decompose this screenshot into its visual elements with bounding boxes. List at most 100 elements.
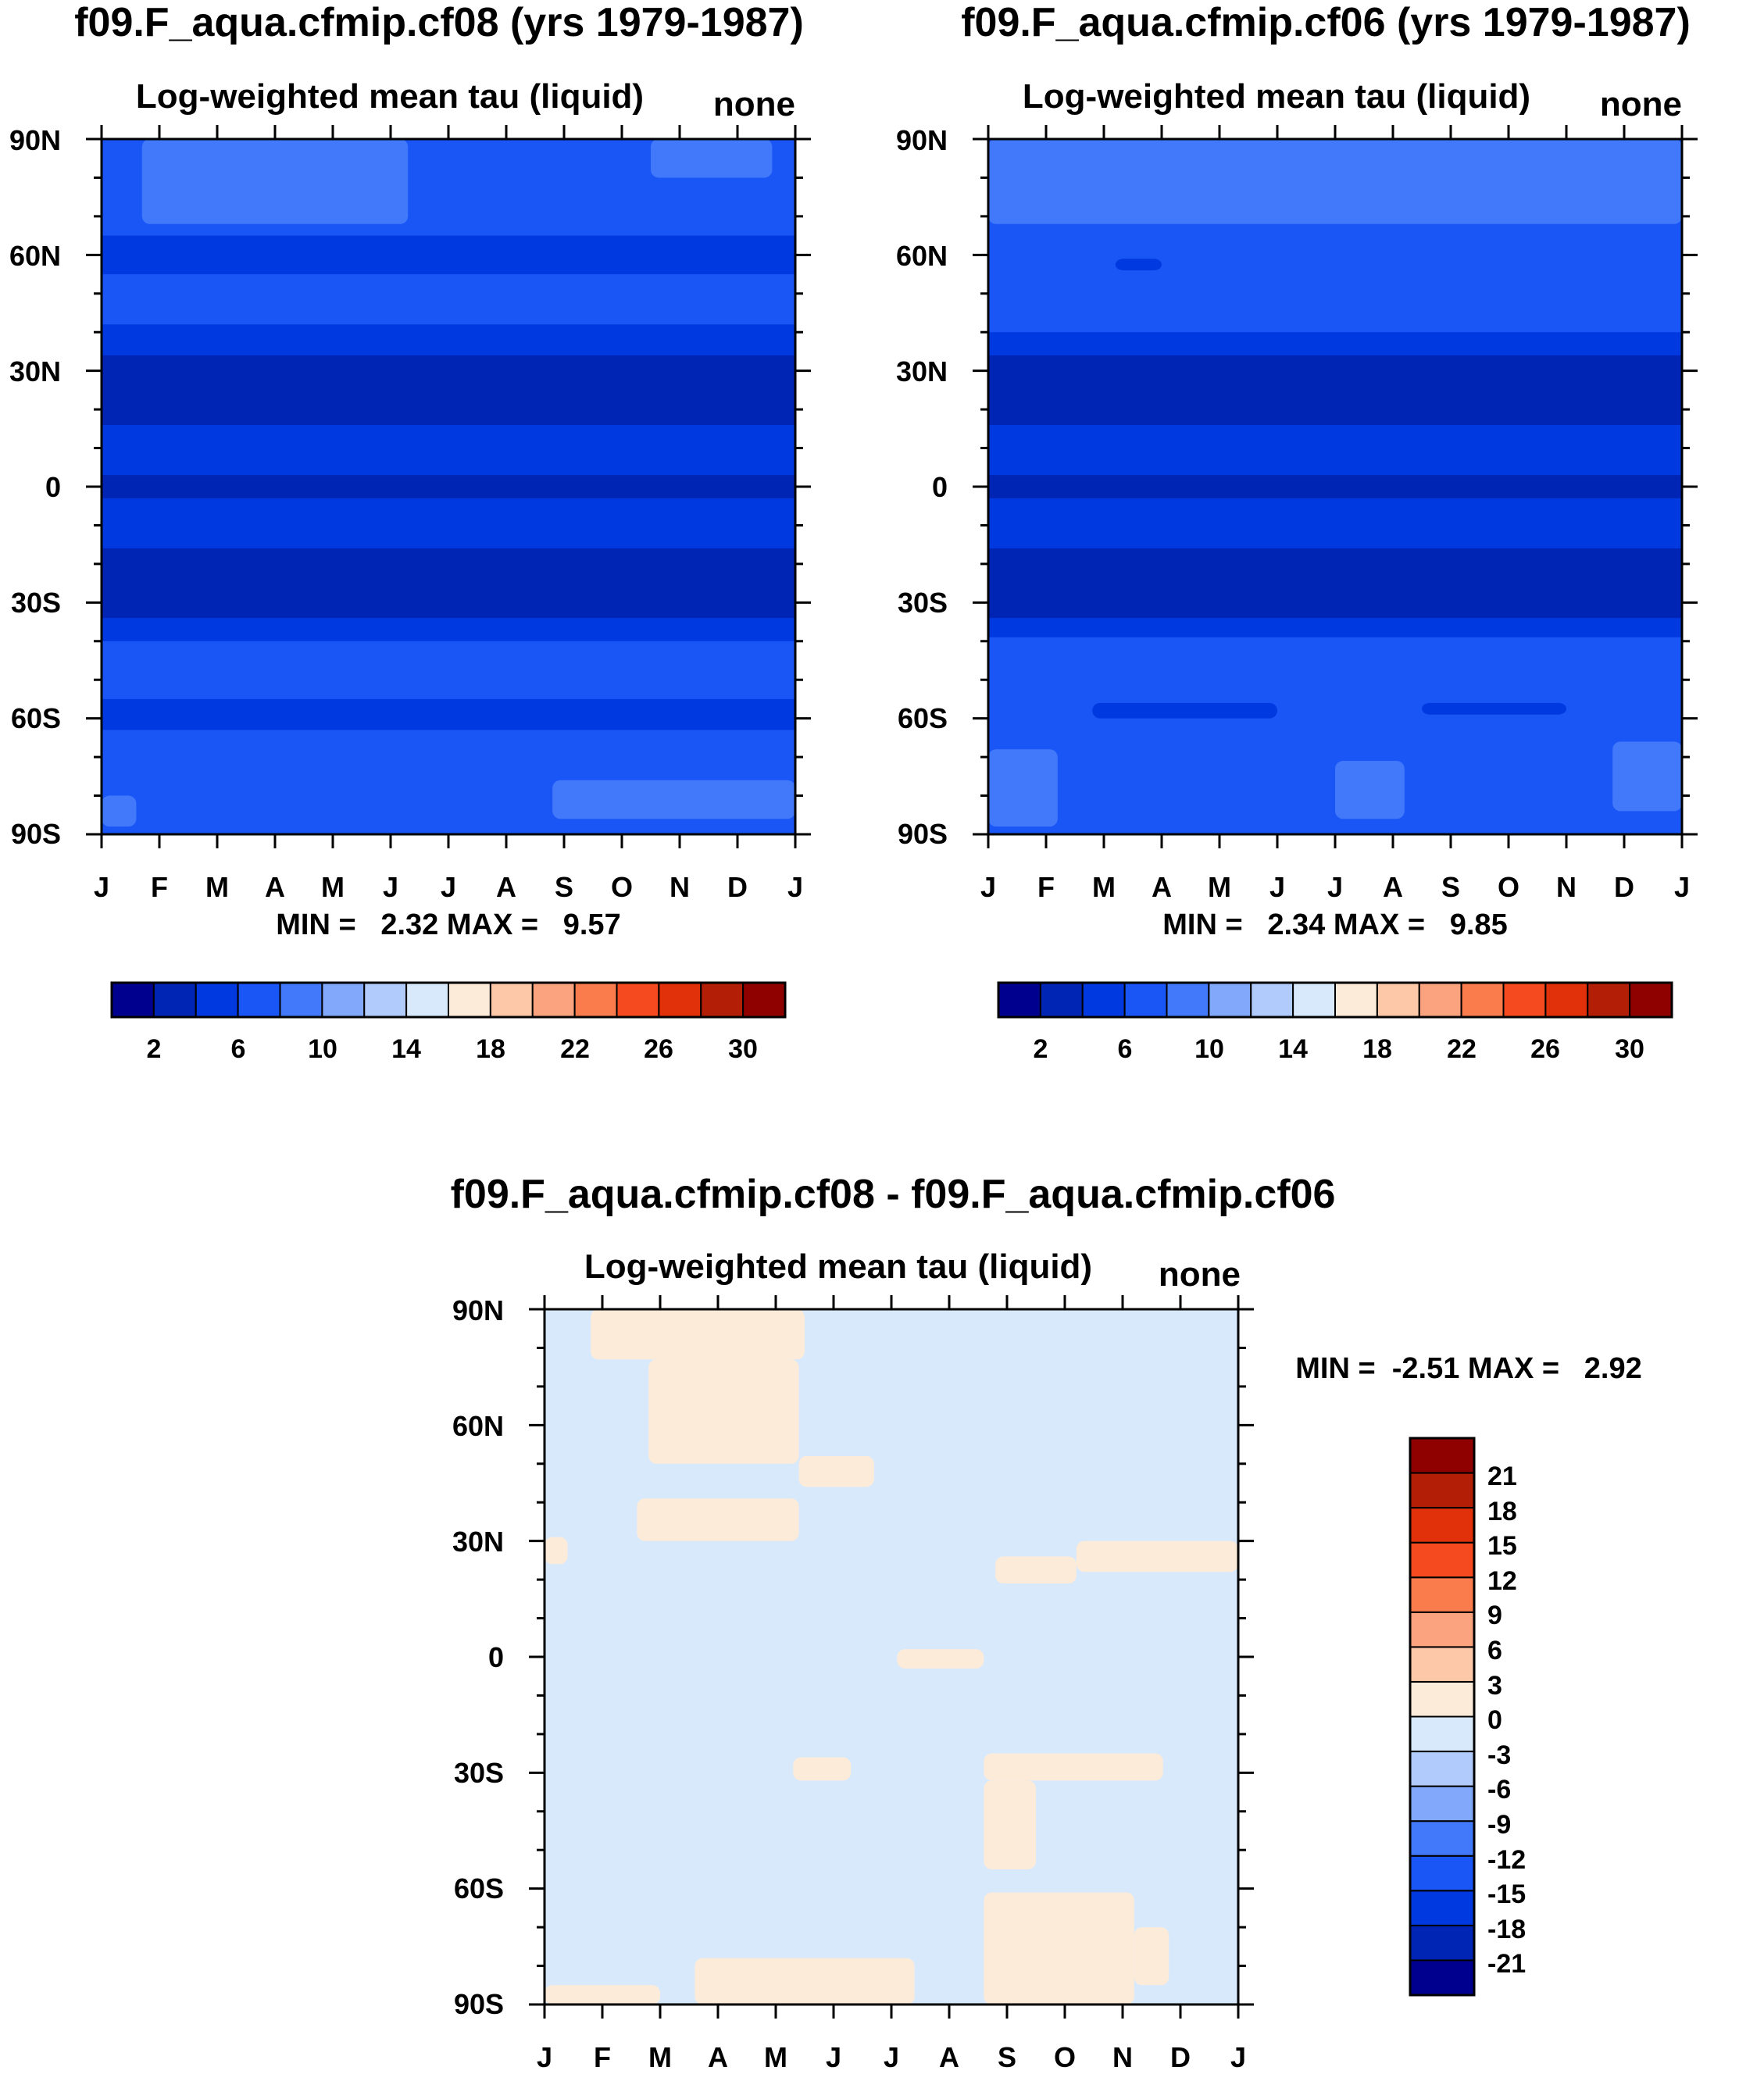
contour-field: [102, 139, 795, 835]
contour-patch: [552, 780, 795, 819]
colorbar-swatch: [1418, 982, 1462, 1018]
y-tick-label: 60N: [452, 1410, 504, 1442]
colorbar-swatch: [1039, 982, 1084, 1018]
x-tick-label: S: [555, 871, 573, 903]
y-tick-labels: 90N 60N 30N 0 30S 60S 90S: [9, 124, 61, 850]
colorbar-label: -6: [1487, 1775, 1511, 1804]
colorbar-swatch: [1460, 982, 1505, 1018]
colorbar-swatch: [1334, 982, 1378, 1018]
contour-band: [102, 548, 795, 619]
colorbar-swatch: [742, 982, 786, 1018]
panel-subtitle: Log-weighted mean tau (liquid): [1023, 77, 1530, 116]
colorbar-label: 18: [1487, 1497, 1517, 1526]
x-tick-label: A: [939, 2041, 959, 2073]
contour-band: [988, 424, 1682, 476]
axis-ticks: [973, 125, 1698, 848]
panel-cf06: f09.F_aqua.cfmip.cf06 (yrs 1979-1987) Lo…: [896, 0, 1698, 1064]
x-tick-label: J: [441, 871, 456, 903]
colorbar-swatch: [1409, 1924, 1475, 1962]
colorbar-label: 26: [644, 1034, 673, 1064]
x-tick-label: D: [1170, 2041, 1191, 2073]
y-tick-label: 0: [45, 471, 61, 503]
colorbar-label: 22: [560, 1034, 590, 1064]
colorbar-swatch: [1409, 1437, 1475, 1474]
x-tick-label: N: [1556, 871, 1577, 903]
colorbar-swatch: [195, 982, 239, 1018]
colorbar-swatch: [1409, 1472, 1475, 1509]
contour-band: [102, 355, 795, 426]
colorbar-swatch: [1409, 1890, 1475, 1926]
min-max-readout: MIN = 2.34 MAX = 9.85: [1162, 908, 1507, 941]
colorbar-label: 6: [1487, 1636, 1502, 1665]
units-label: none: [713, 85, 795, 123]
colorbar-label: 3: [1487, 1671, 1502, 1701]
colorbar-swatch: [279, 982, 323, 1018]
colorbar-swatch: [111, 982, 155, 1018]
colorbar-swatch: [1409, 1576, 1475, 1613]
colorbar-swatch: [237, 982, 281, 1018]
panel-difference: f09.F_aqua.cfmip.cf08 - f09.F_aqua.cfmip…: [451, 1172, 1642, 2073]
colorbar-swatch: [1081, 982, 1126, 1018]
colorbar-label: -9: [1487, 1810, 1511, 1840]
y-tick-label: 60S: [898, 702, 948, 734]
panel-subtitle: Log-weighted mean tau (liquid): [584, 1248, 1092, 1286]
colorbar-label: 12: [1487, 1566, 1517, 1596]
contour-patch: [995, 1556, 1077, 1584]
x-tick-label: A: [265, 871, 285, 903]
colorbar-label: 14: [391, 1034, 421, 1064]
x-tick-label: O: [1054, 2041, 1076, 2073]
x-tick-label: J: [94, 871, 109, 903]
colorbar-swatch: [1409, 1541, 1475, 1579]
colorbar-swatch: [489, 982, 534, 1018]
contour-band: [102, 274, 795, 325]
contour-patch: [545, 1985, 660, 2004]
colorbar-label: -15: [1487, 1879, 1526, 1909]
x-tick-label: F: [594, 2041, 611, 2073]
x-tick-label: J: [884, 2041, 899, 2073]
y-tick-labels: 90N 60N 30N 0 30S 60S 90S: [896, 124, 948, 850]
contour-band: [102, 324, 795, 356]
panel-title: f09.F_aqua.cfmip.cf08 - f09.F_aqua.cfmip…: [451, 1172, 1336, 1217]
contour-patch: [637, 1498, 799, 1541]
colorbar-label: -21: [1487, 1949, 1526, 1979]
contour-patch: [988, 139, 1682, 224]
contour-band: [988, 548, 1682, 619]
colorbar-label: 0: [1487, 1705, 1502, 1735]
x-tick-label: N: [1112, 2041, 1133, 2073]
colorbar-swatch: [573, 982, 618, 1018]
units-label: none: [1600, 85, 1682, 123]
units-label: none: [1159, 1255, 1241, 1294]
contour-band: [988, 239, 1682, 333]
x-tick-label: A: [708, 2041, 728, 2073]
colorbar-label: -3: [1487, 1740, 1511, 1770]
x-tick-label: J: [1327, 871, 1343, 903]
contour-field: [988, 139, 1682, 835]
x-tick-label: J: [1230, 2041, 1246, 2073]
x-tick-labels: J F M A M J J A S O N D J: [980, 871, 1690, 903]
x-tick-label: D: [727, 871, 748, 903]
colorbar-swatch: [1544, 982, 1589, 1018]
contour-field: [545, 1309, 1238, 2005]
contour-band: [988, 332, 1682, 356]
colorbar-swatch: [998, 982, 1041, 1018]
colorbar-label: 2: [1034, 1034, 1048, 1064]
y-tick-label: 90S: [454, 1988, 504, 2020]
colorbar-swatch: [405, 982, 449, 1018]
contour-band: [102, 235, 795, 275]
contour-band: [988, 355, 1682, 426]
colorbar-label: 9: [1487, 1601, 1502, 1630]
colorbar-label: 6: [231, 1034, 246, 1064]
colorbar-label: 22: [1447, 1034, 1477, 1064]
colorbar-frame: [110, 981, 787, 1019]
x-tick-label: J: [1674, 871, 1690, 903]
colorbar-swatch: [1409, 1680, 1475, 1718]
contour-band: [988, 475, 1682, 499]
min-max-readout: MIN = -2.51 MAX = 2.92: [1295, 1352, 1642, 1385]
colorbar: [997, 981, 1673, 1019]
x-tick-label: S: [998, 2041, 1016, 2073]
x-tick-label: O: [1498, 871, 1519, 903]
contour-band: [102, 641, 795, 700]
y-tick-label: 30N: [896, 355, 948, 387]
colorbar-swatch: [1292, 982, 1336, 1018]
